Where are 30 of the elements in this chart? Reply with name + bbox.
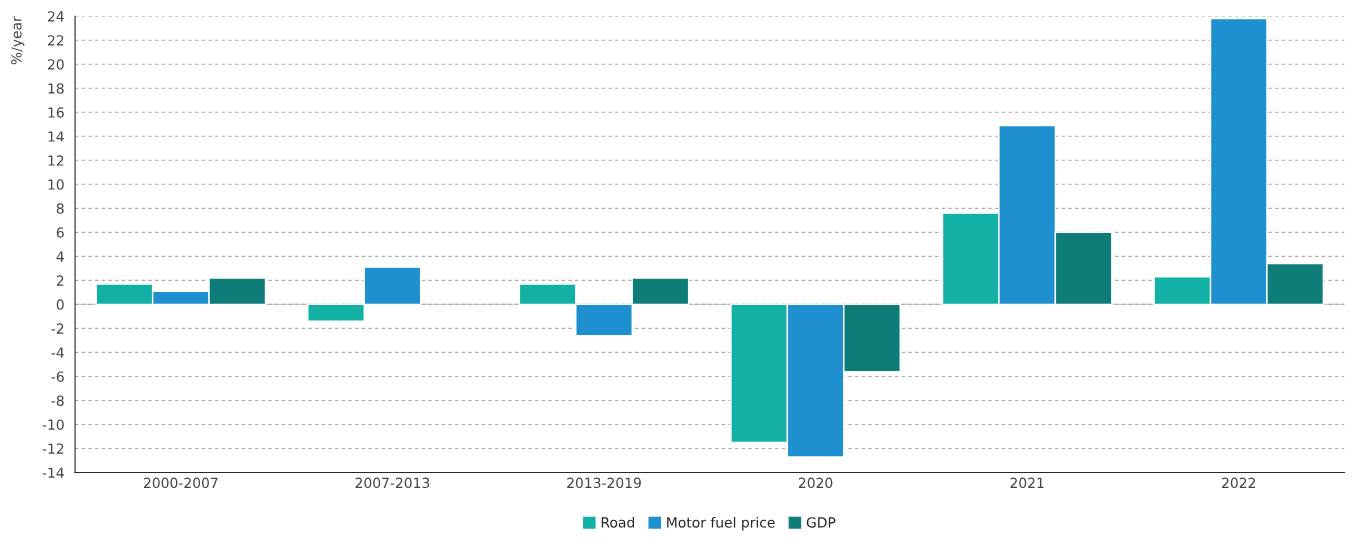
y-tick-label: 4: [56, 251, 64, 262]
x-tick-label: 2020: [798, 477, 833, 489]
y-axis-title: %/year: [11, 16, 25, 65]
y-tick-label: -2: [51, 323, 64, 334]
y-tick-label: 16: [48, 107, 64, 118]
legend-label: Motor fuel price: [667, 516, 775, 531]
y-tick-label: -4: [51, 347, 64, 358]
y-tick-label: 12: [48, 155, 64, 166]
y-tick-label: 8: [56, 203, 64, 214]
y-tick-label: -8: [51, 395, 64, 406]
y-tick-label: 20: [48, 59, 64, 70]
y-tick-label: 6: [56, 227, 64, 238]
legend-label: GDP: [806, 517, 836, 528]
y-tick-label: 18: [48, 83, 64, 94]
y-tick-label: 22: [48, 35, 64, 46]
x-tick-label: 2013-2019: [567, 477, 641, 489]
y-tick-label: -14: [42, 467, 64, 478]
y-tick-label: 10: [48, 179, 64, 190]
y-tick-label: 2: [56, 275, 64, 286]
legend-label: Road: [601, 516, 635, 528]
y-tick-label: 0: [56, 299, 64, 310]
x-tick-label: 2022: [1222, 477, 1256, 489]
x-tick-label: 2021: [1010, 477, 1044, 489]
y-tick-label: -12: [42, 443, 64, 454]
x-tick-label: 2007-2013: [355, 477, 430, 489]
y-tick-label: 14: [48, 131, 64, 142]
x-tick-label: 2000-2007: [144, 477, 218, 489]
y-tick-label: -6: [51, 371, 64, 382]
y-tick-label: -10: [42, 419, 64, 430]
y-tick-label: 24: [48, 11, 64, 22]
